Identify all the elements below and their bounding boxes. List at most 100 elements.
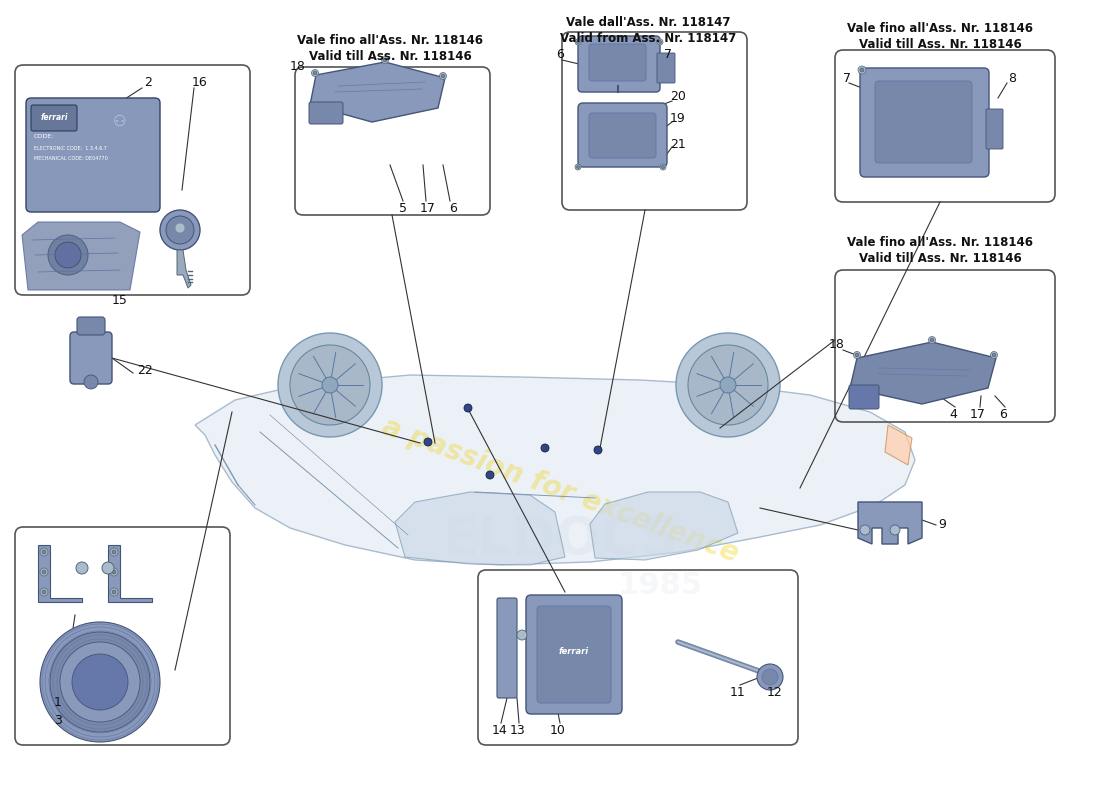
- Circle shape: [762, 669, 778, 685]
- Circle shape: [76, 562, 88, 574]
- Text: 10: 10: [550, 723, 565, 737]
- Text: Valid till Ass. Nr. 118146: Valid till Ass. Nr. 118146: [859, 251, 1022, 265]
- Circle shape: [40, 588, 48, 596]
- FancyBboxPatch shape: [31, 105, 77, 131]
- FancyBboxPatch shape: [986, 109, 1003, 149]
- Text: 16: 16: [192, 75, 208, 89]
- Text: 14: 14: [492, 723, 508, 737]
- Circle shape: [517, 630, 527, 640]
- Text: 5: 5: [399, 202, 407, 214]
- Text: ELDOCS: ELDOCS: [442, 514, 678, 566]
- FancyBboxPatch shape: [578, 36, 660, 92]
- Text: 17: 17: [420, 202, 436, 214]
- Circle shape: [290, 345, 370, 425]
- Circle shape: [486, 471, 494, 479]
- Text: ELECTRONIC CODE:  1.3.4.6.7: ELECTRONIC CODE: 1.3.4.6.7: [34, 146, 107, 150]
- FancyBboxPatch shape: [70, 332, 112, 384]
- Circle shape: [541, 444, 549, 452]
- Circle shape: [575, 164, 581, 170]
- Text: 18: 18: [829, 338, 845, 351]
- Text: 9: 9: [938, 518, 946, 531]
- Text: 8: 8: [1008, 71, 1016, 85]
- Circle shape: [661, 166, 664, 169]
- Circle shape: [576, 41, 580, 43]
- Polygon shape: [22, 222, 140, 290]
- Circle shape: [314, 71, 317, 74]
- Circle shape: [992, 354, 996, 357]
- Polygon shape: [886, 425, 912, 465]
- Circle shape: [890, 525, 900, 535]
- Circle shape: [110, 588, 118, 596]
- Circle shape: [60, 642, 140, 722]
- Circle shape: [102, 562, 114, 574]
- Circle shape: [383, 58, 387, 62]
- Circle shape: [110, 548, 118, 556]
- Circle shape: [720, 377, 736, 393]
- Circle shape: [175, 223, 185, 233]
- FancyBboxPatch shape: [849, 385, 879, 409]
- FancyBboxPatch shape: [588, 113, 656, 158]
- Text: Vale fino all'Ass. Nr. 118146: Vale fino all'Ass. Nr. 118146: [847, 235, 1033, 249]
- Polygon shape: [590, 492, 738, 560]
- Circle shape: [464, 404, 472, 412]
- Circle shape: [660, 164, 666, 170]
- Circle shape: [160, 210, 200, 250]
- Circle shape: [42, 590, 46, 594]
- FancyBboxPatch shape: [526, 595, 621, 714]
- Text: ferrari: ferrari: [41, 114, 68, 122]
- Circle shape: [855, 354, 859, 357]
- Circle shape: [688, 345, 768, 425]
- Circle shape: [84, 375, 98, 389]
- Circle shape: [40, 622, 159, 742]
- Polygon shape: [850, 342, 996, 404]
- Circle shape: [576, 166, 580, 169]
- Text: Valid from Ass. Nr. 118147: Valid from Ass. Nr. 118147: [560, 31, 736, 45]
- Text: 3: 3: [54, 714, 62, 726]
- FancyBboxPatch shape: [26, 98, 160, 212]
- Text: 11: 11: [730, 686, 746, 698]
- FancyBboxPatch shape: [874, 81, 972, 163]
- Circle shape: [42, 570, 46, 574]
- Circle shape: [858, 66, 866, 74]
- Polygon shape: [858, 502, 922, 544]
- FancyBboxPatch shape: [588, 44, 646, 81]
- Polygon shape: [39, 545, 82, 602]
- Circle shape: [854, 351, 860, 358]
- Circle shape: [676, 333, 780, 437]
- Text: 17: 17: [970, 407, 986, 421]
- Circle shape: [278, 333, 382, 437]
- Circle shape: [112, 570, 115, 574]
- Text: Vale fino all'Ass. Nr. 118146: Vale fino all'Ass. Nr. 118146: [297, 34, 483, 46]
- Circle shape: [424, 438, 432, 446]
- FancyBboxPatch shape: [537, 606, 610, 703]
- Circle shape: [48, 235, 88, 275]
- Text: Valid till Ass. Nr. 118146: Valid till Ass. Nr. 118146: [309, 50, 472, 62]
- Polygon shape: [310, 62, 446, 122]
- FancyBboxPatch shape: [77, 317, 104, 335]
- Circle shape: [50, 632, 150, 732]
- Text: 21: 21: [670, 138, 686, 150]
- Polygon shape: [395, 492, 565, 565]
- Circle shape: [440, 73, 447, 79]
- FancyBboxPatch shape: [860, 68, 989, 177]
- Circle shape: [166, 216, 194, 244]
- Circle shape: [112, 550, 115, 554]
- Circle shape: [441, 74, 444, 78]
- Text: 20: 20: [670, 90, 686, 103]
- Circle shape: [72, 654, 128, 710]
- Text: Vale dall'Ass. Nr. 118147: Vale dall'Ass. Nr. 118147: [565, 15, 730, 29]
- Circle shape: [55, 242, 81, 268]
- Text: a passion for excellence: a passion for excellence: [377, 412, 742, 568]
- Text: 4: 4: [949, 407, 957, 421]
- Text: CODE:: CODE:: [34, 134, 54, 138]
- Circle shape: [990, 351, 998, 358]
- Text: 19: 19: [670, 111, 686, 125]
- Circle shape: [322, 377, 338, 393]
- Circle shape: [311, 70, 319, 77]
- Text: 1: 1: [54, 695, 62, 709]
- Text: ferrari: ferrari: [559, 647, 590, 657]
- Polygon shape: [108, 545, 152, 602]
- Circle shape: [382, 57, 388, 63]
- Circle shape: [112, 590, 115, 594]
- Text: 6: 6: [999, 407, 1007, 421]
